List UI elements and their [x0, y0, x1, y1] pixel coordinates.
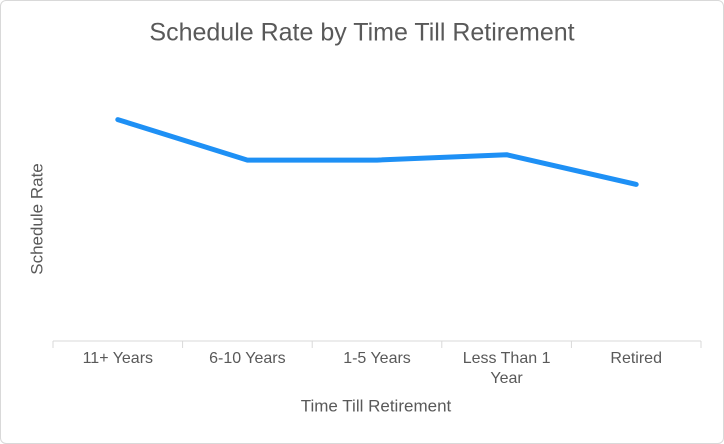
x-tick-label: 1-5 Years [343, 350, 411, 367]
x-tick-label: 6-10 Years [209, 350, 286, 367]
x-axis-title: Time Till Retirement [301, 396, 452, 415]
y-axis-title: Schedule Rate [27, 163, 46, 275]
x-tick-label: Retired [610, 350, 662, 367]
x-tick-label: Less Than 1 Year [462, 350, 551, 387]
chart-title: Schedule Rate by Time Till Retirement [149, 19, 574, 47]
data-line [115, 117, 639, 187]
x-tick-label: 11+ Years [82, 350, 154, 367]
